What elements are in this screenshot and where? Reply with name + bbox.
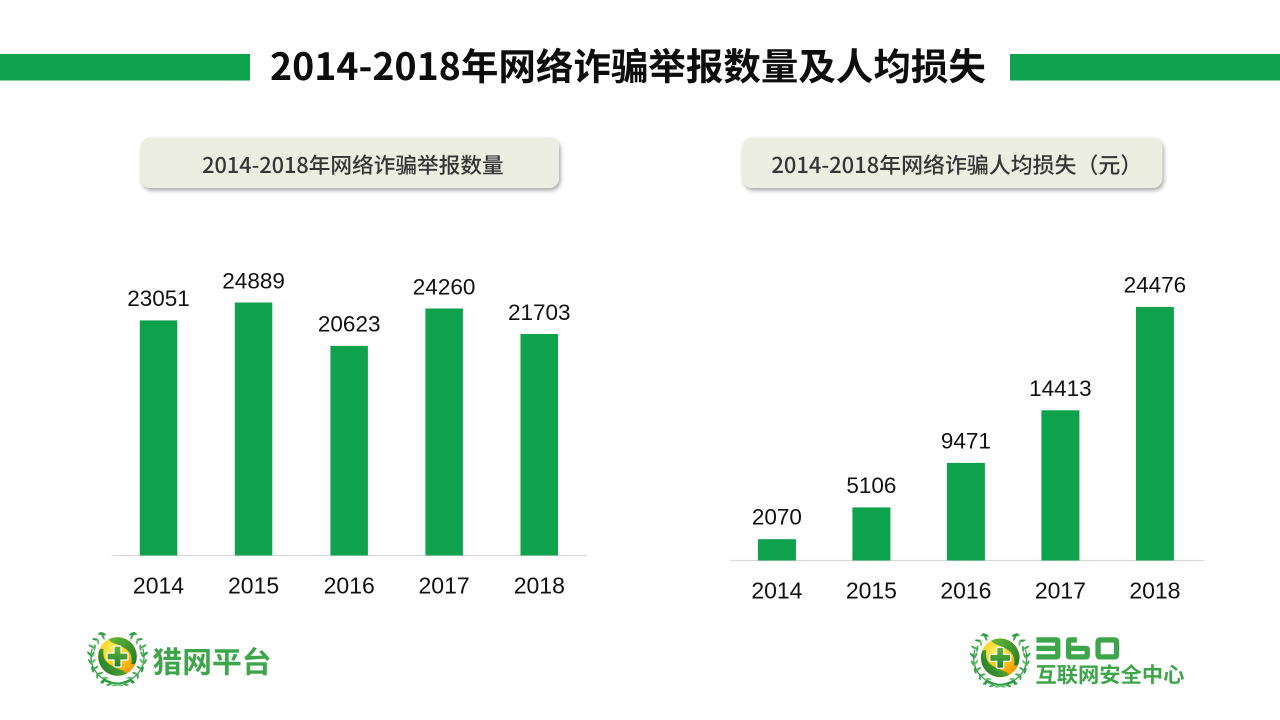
- svg-text:2017: 2017: [419, 573, 470, 599]
- svg-text:2014: 2014: [133, 573, 184, 599]
- svg-text:2016: 2016: [940, 578, 991, 604]
- svg-text:9471: 9471: [941, 428, 991, 453]
- svg-text:24260: 24260: [413, 274, 476, 299]
- svg-text:2018: 2018: [514, 573, 565, 599]
- svg-text:5106: 5106: [846, 473, 896, 498]
- svg-text:2015: 2015: [846, 578, 897, 604]
- svg-text:2016: 2016: [324, 573, 375, 599]
- svg-text:2070: 2070: [752, 505, 802, 530]
- svg-text:14413: 14413: [1029, 376, 1092, 401]
- svg-text:23051: 23051: [127, 286, 190, 311]
- svg-text:2014: 2014: [751, 578, 802, 604]
- svg-text:21703: 21703: [508, 300, 571, 325]
- svg-text:2018: 2018: [1129, 578, 1180, 604]
- svg-text:2015: 2015: [228, 573, 279, 599]
- svg-text:24889: 24889: [222, 268, 285, 293]
- svg-text:24476: 24476: [1124, 272, 1187, 297]
- svg-text:20623: 20623: [318, 312, 381, 337]
- svg-text:2017: 2017: [1035, 578, 1086, 604]
